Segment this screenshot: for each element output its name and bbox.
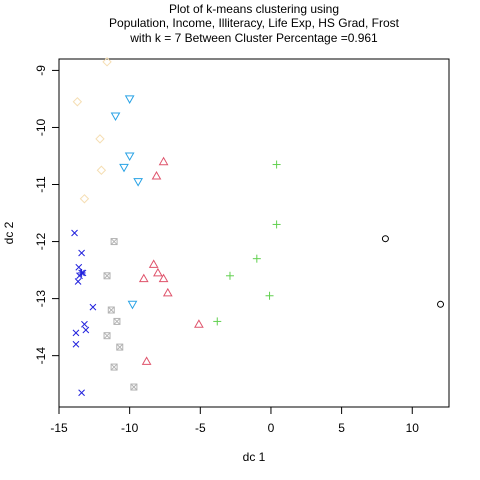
data-point-cluster-2 xyxy=(151,170,162,180)
data-point-cluster-2 xyxy=(194,319,204,328)
chart-title-line-3: with k = 7 Between Cluster Percentage =0… xyxy=(129,31,378,45)
data-point-cluster-4 xyxy=(72,329,80,337)
x-axis: -15 -10 -5 0 5 10 xyxy=(50,406,420,435)
y-tick-label: -13 xyxy=(34,290,48,308)
y-axis: -9 -10 -11 -12 -13 -14 xyxy=(34,65,60,365)
x-tick-label: 10 xyxy=(406,421,420,435)
data-point-cluster-4 xyxy=(71,229,78,237)
data-point-cluster-6 xyxy=(79,194,90,204)
data-point-cluster-2 xyxy=(162,287,173,297)
data-point-cluster-2 xyxy=(158,273,169,283)
data-point-cluster-2 xyxy=(153,267,163,277)
data-point-cluster-7 xyxy=(113,317,121,325)
y-tick-label: -9 xyxy=(34,65,48,76)
y-tick-label: -11 xyxy=(34,176,48,193)
data-point-cluster-6 xyxy=(96,165,107,175)
data-point-cluster-2 xyxy=(148,259,159,268)
data-point-cluster-4 xyxy=(75,263,83,271)
y-axis-label: dc 2 xyxy=(2,221,16,244)
data-point-cluster-3 xyxy=(252,254,261,263)
y-tick-label: -12 xyxy=(34,233,48,251)
data-point-cluster-4 xyxy=(78,249,85,257)
data-point-cluster-1 xyxy=(437,300,445,308)
data-point-cluster-7 xyxy=(110,363,118,371)
data-point-cluster-1 xyxy=(381,235,389,243)
data-point-cluster-3 xyxy=(272,220,281,229)
data-point-cluster-2 xyxy=(138,273,149,283)
data-point-cluster-2 xyxy=(141,356,152,365)
data-point-cluster-7 xyxy=(107,306,115,314)
data-point-cluster-3 xyxy=(225,271,234,280)
data-point-cluster-3 xyxy=(265,291,274,300)
data-point-cluster-5 xyxy=(119,163,129,173)
data-point-cluster-7 xyxy=(130,383,138,391)
data-point-cluster-6 xyxy=(102,57,112,67)
data-point-cluster-5 xyxy=(124,95,135,104)
data-point-cluster-7 xyxy=(110,238,118,246)
data-point-cluster-7 xyxy=(103,332,111,340)
data-point-cluster-5 xyxy=(127,300,138,310)
chart-title: Plot of k-means clustering using Populat… xyxy=(109,2,400,45)
data-point-cluster-6 xyxy=(72,97,83,107)
y-tick-label: -10 xyxy=(34,118,48,136)
chart-title-line-1: Plot of k-means clustering using xyxy=(169,2,339,16)
x-axis-label: dc 1 xyxy=(243,450,266,464)
data-point-cluster-4 xyxy=(77,268,86,277)
x-tick-label: -10 xyxy=(121,421,139,435)
data-point-cluster-5 xyxy=(133,178,143,187)
plot-frame xyxy=(58,58,450,408)
y-tick-label: -14 xyxy=(34,347,48,365)
data-point-cluster-4 xyxy=(82,326,90,334)
data-point-cluster-4 xyxy=(78,389,85,397)
data-point-cluster-6 xyxy=(95,134,105,144)
data-point-cluster-5 xyxy=(124,152,135,161)
x-tick-label: -15 xyxy=(50,421,68,435)
data-point-cluster-3 xyxy=(272,160,281,169)
x-tick-label: -5 xyxy=(195,421,206,435)
data-point-cluster-4 xyxy=(74,278,82,285)
data-points xyxy=(71,57,445,397)
chart-title-line-2: Population, Income, Illiteracy, Life Exp… xyxy=(109,16,400,30)
data-point-cluster-7 xyxy=(116,343,124,351)
data-point-cluster-5 xyxy=(110,112,121,122)
data-point-cluster-3 xyxy=(213,317,222,326)
data-point-cluster-2 xyxy=(158,156,169,166)
data-point-cluster-7 xyxy=(103,272,111,280)
x-tick-label: 0 xyxy=(268,421,275,435)
data-point-cluster-4 xyxy=(89,303,97,311)
data-point-cluster-4 xyxy=(81,320,88,328)
data-point-cluster-4 xyxy=(72,340,80,348)
x-tick-label: 5 xyxy=(338,421,345,435)
